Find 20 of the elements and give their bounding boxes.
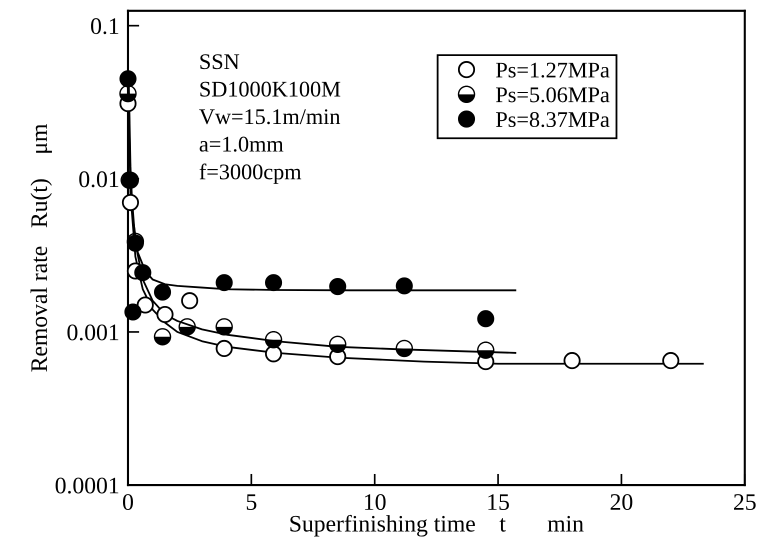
x-axis-title: Superfinishing time t min [290,514,584,537]
y-tick-label: 0.001 [67,324,118,340]
annotation: f=3000cpm [200,164,302,184]
legend-label: Ps=1.27MPa [496,62,610,78]
annotation: a=1.0mm [200,136,284,152]
y-axis-title: Removal rate Ru(t) μm [30,124,52,372]
x-tick-label: 10 [364,494,386,510]
y-tick-label: 0.01 [79,171,118,188]
legend-label: Ps=5.06MPa [496,87,610,102]
annotation: Vw=15.1m/min [199,109,340,124]
annotation: SD1000K100M [200,82,340,97]
x-tick-label: 5 [246,494,256,510]
x-tick-label: 25 [734,494,756,510]
y-tick-label: 0.0001 [56,478,118,494]
x-tick-label: 0 [122,494,133,510]
legend-label: Ps=8.37MPa [496,112,610,128]
x-tick-label: 20 [610,494,632,510]
annotation: SSN [200,54,240,70]
x-tick-label: 15 [488,494,509,510]
y-tick-label: 0.1 [91,18,118,34]
